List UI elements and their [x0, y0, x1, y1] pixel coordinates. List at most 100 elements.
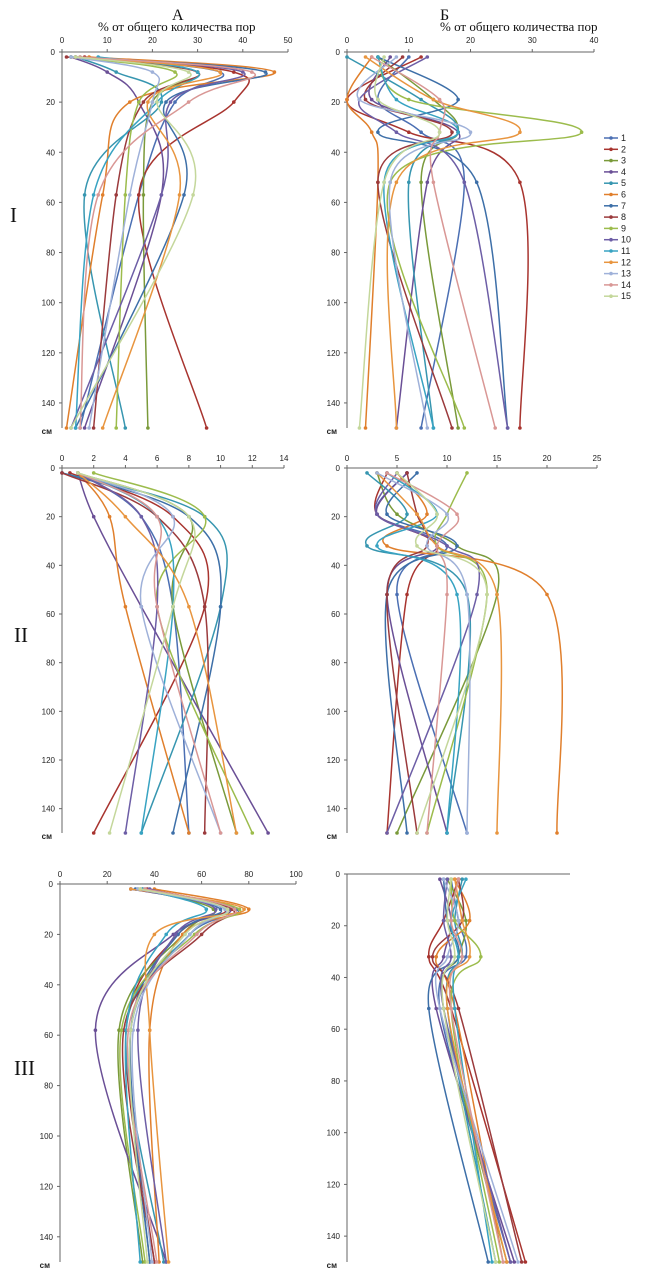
series-8-point: [60, 471, 64, 475]
series-12-point: [129, 887, 133, 891]
series-9-point: [479, 955, 483, 959]
series-4-line: [368, 56, 461, 429]
series-15-point: [138, 887, 142, 891]
series-10-point: [462, 180, 467, 185]
value-tick-label: 80: [244, 870, 253, 879]
series-6-point: [363, 426, 368, 430]
series-1-point: [419, 426, 423, 430]
series-3-point: [141, 193, 146, 197]
series-5-point: [159, 100, 164, 104]
series-12-point: [415, 512, 419, 516]
series-4-point: [441, 955, 446, 959]
depth-tick-label: 80: [331, 249, 340, 258]
depth-tick-label: 140: [40, 1233, 54, 1242]
series-11-point: [490, 1260, 494, 1264]
depth-tick-label: 140: [42, 805, 56, 814]
series-5-point: [114, 70, 118, 74]
series-12-point: [242, 907, 246, 911]
series-7-point: [182, 193, 186, 197]
series-6-point: [467, 918, 472, 923]
legend-label-6: 6: [621, 190, 626, 200]
series-4-point: [438, 877, 442, 881]
series-14-point: [155, 514, 159, 519]
series-9-point: [202, 514, 207, 519]
depth-tick-label: 40: [46, 148, 55, 157]
series-12-point: [467, 955, 472, 959]
depth-tick-label: 100: [327, 299, 341, 308]
series-14-point: [218, 831, 223, 835]
series-15-point: [485, 592, 489, 597]
series-9-point: [250, 831, 255, 835]
value-tick-label: 10: [216, 454, 225, 463]
series-12-line: [130, 888, 245, 1263]
series-4-point: [512, 1260, 517, 1264]
series-8-point: [64, 55, 69, 59]
legend-marker-4: [609, 170, 613, 174]
value-tick-label: 30: [193, 36, 202, 45]
legend-marker-8: [609, 215, 613, 219]
series-8-point: [199, 932, 204, 937]
legend-label-3: 3: [621, 156, 626, 166]
series-2-point: [232, 100, 236, 104]
series-11-point: [164, 932, 168, 937]
series-7-point: [415, 471, 419, 475]
series-13-point: [438, 1006, 442, 1011]
value-tick-label: 5: [395, 454, 400, 463]
depth-tick-label: 120: [327, 349, 341, 358]
series-15-point: [382, 55, 386, 59]
series-8-point: [202, 831, 207, 835]
series-12-point: [445, 1006, 450, 1011]
row-label-2: II: [14, 623, 28, 647]
series-12-point: [495, 831, 499, 835]
series-1-point: [419, 130, 423, 134]
series-14-point: [449, 918, 453, 923]
series-10-point: [445, 877, 450, 881]
series-6-point: [107, 514, 112, 519]
depth-unit-label: см: [40, 1261, 50, 1270]
series-5-point: [407, 180, 411, 185]
series-15-line: [70, 56, 197, 429]
series-14-point: [455, 512, 459, 516]
series-4-point: [434, 1006, 439, 1011]
series-13-point: [139, 604, 144, 609]
series-6-line: [346, 56, 379, 429]
legend-label-9: 9: [621, 223, 626, 233]
value-tick-label: 20: [543, 454, 552, 463]
series-9-point: [497, 1260, 502, 1264]
series-13-point: [516, 1260, 520, 1264]
series-6-point: [434, 955, 439, 959]
series-2-line: [69, 472, 210, 834]
depth-tick-label: 60: [46, 610, 55, 619]
column-a-heading: А: [172, 7, 184, 24]
series-14-point: [460, 955, 465, 959]
series-15-point: [225, 907, 230, 911]
series-11-point: [139, 831, 144, 835]
series-15-line: [77, 472, 196, 834]
series-12-point: [394, 426, 399, 430]
depth-tick-label: 0: [336, 48, 341, 57]
series-4-point: [105, 70, 109, 74]
series-12-point: [453, 877, 457, 881]
series-14-point: [195, 932, 199, 937]
depth-tick-label: 140: [327, 399, 341, 408]
depth-tick-label: 120: [42, 349, 56, 358]
series-10-point: [385, 831, 389, 835]
depth-tick-label: 140: [327, 805, 341, 814]
legend-label-11: 11: [621, 246, 630, 256]
series-10-point: [475, 592, 479, 597]
depth-tick-label: 20: [331, 98, 340, 107]
series-8-point: [114, 193, 118, 197]
series-13-line: [434, 878, 519, 1263]
series-8-point: [450, 130, 454, 134]
series-4-point: [93, 1028, 98, 1032]
series-2-point: [407, 130, 411, 134]
series-6-point: [123, 604, 128, 609]
series-7-point: [474, 180, 479, 185]
depth-tick-label: 40: [331, 561, 340, 570]
depth-tick-label: 60: [331, 198, 340, 207]
series-2-point: [68, 471, 72, 475]
series-13-point: [150, 70, 155, 74]
series-10-point: [123, 831, 128, 835]
